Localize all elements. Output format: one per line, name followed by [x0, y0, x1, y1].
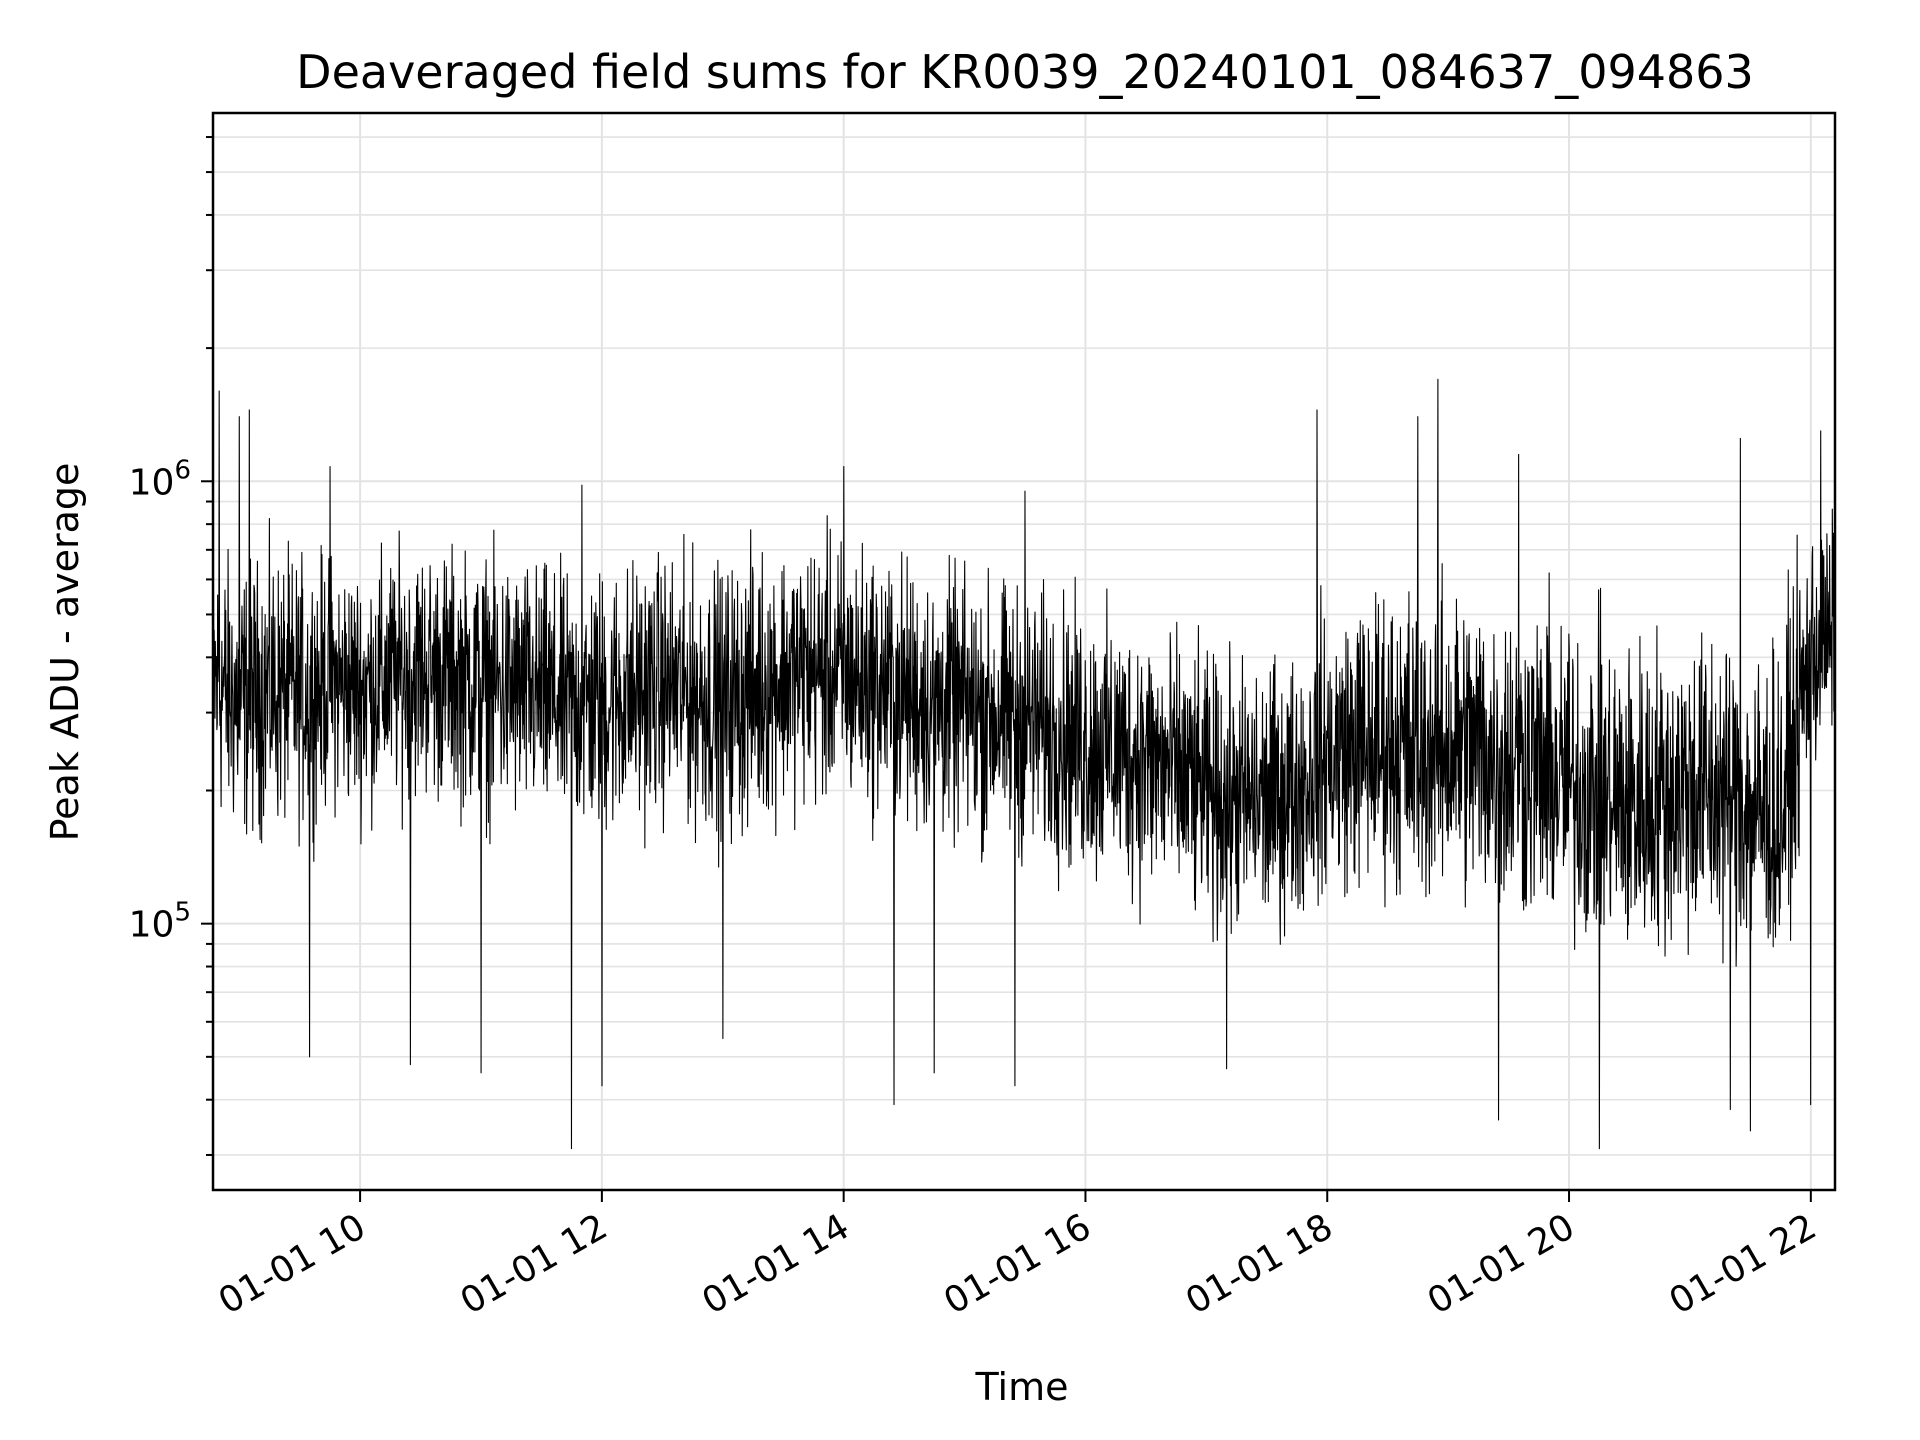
chart-title: Deaveraged field sums for KR0039_2024010… [296, 45, 1754, 99]
data-series [212, 160, 1836, 1150]
y-tick-exponent: 5 [174, 898, 191, 928]
y-tick-base: 10 [129, 905, 175, 946]
y-tick-label: 106 [129, 455, 191, 503]
x-axis-label: Time [975, 1365, 1069, 1409]
y-axis-label: Peak ADU - average [43, 463, 87, 842]
grid-lines [213, 113, 1835, 1190]
y-tick-label: 105 [129, 898, 191, 946]
y-tick-exponent: 6 [174, 455, 191, 485]
series-line [212, 160, 1836, 1150]
plot-frame [211, 111, 1837, 1192]
y-tick-base: 10 [129, 462, 175, 503]
